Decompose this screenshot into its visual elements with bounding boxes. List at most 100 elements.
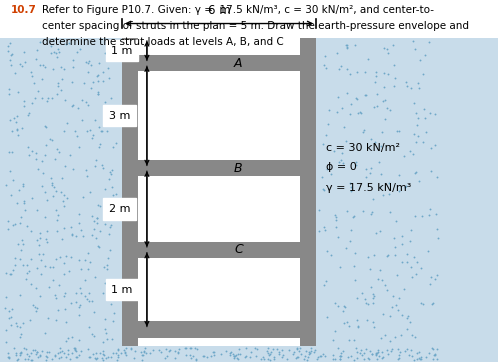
- Point: [357, 350, 365, 356]
- Point: [112, 106, 120, 111]
- Point: [342, 138, 350, 144]
- Point: [11, 255, 19, 261]
- Point: [358, 352, 366, 358]
- Point: [41, 190, 49, 195]
- Point: [112, 191, 120, 197]
- Point: [357, 347, 365, 353]
- Point: [418, 213, 426, 219]
- Point: [79, 194, 87, 200]
- Point: [121, 350, 129, 356]
- Point: [99, 352, 107, 357]
- Point: [347, 227, 355, 233]
- Point: [358, 290, 366, 295]
- Point: [36, 230, 44, 236]
- Point: [429, 356, 437, 362]
- Point: [107, 171, 115, 176]
- Point: [76, 46, 84, 52]
- Point: [115, 354, 123, 359]
- Point: [121, 347, 128, 353]
- Point: [5, 149, 13, 155]
- Point: [23, 262, 31, 268]
- Text: 1 m: 1 m: [112, 285, 132, 295]
- Point: [174, 349, 182, 355]
- Point: [431, 351, 439, 357]
- Bar: [138, 176, 300, 242]
- Point: [334, 235, 342, 240]
- Point: [369, 320, 377, 325]
- Point: [103, 277, 111, 283]
- Point: [394, 307, 402, 313]
- Point: [15, 187, 23, 193]
- Point: [140, 349, 148, 355]
- Point: [122, 352, 130, 358]
- Point: [13, 126, 21, 132]
- Point: [36, 235, 44, 241]
- Point: [42, 124, 50, 130]
- Point: [60, 66, 68, 71]
- Point: [65, 269, 73, 274]
- Point: [13, 127, 21, 132]
- Point: [19, 184, 27, 189]
- Point: [343, 42, 351, 48]
- Point: [7, 52, 15, 58]
- Point: [69, 57, 77, 63]
- Point: [403, 346, 411, 352]
- Point: [16, 352, 24, 358]
- Point: [5, 355, 13, 361]
- Point: [58, 175, 66, 181]
- Point: [398, 259, 406, 265]
- Point: [31, 304, 39, 310]
- Point: [264, 345, 272, 350]
- Point: [9, 222, 17, 228]
- Point: [101, 281, 109, 286]
- Point: [7, 51, 15, 57]
- Point: [32, 150, 40, 156]
- Point: [23, 223, 31, 229]
- Point: [303, 357, 311, 362]
- Point: [329, 356, 337, 362]
- Point: [420, 52, 428, 58]
- Point: [257, 356, 265, 362]
- Point: [43, 354, 51, 360]
- Point: [33, 47, 41, 53]
- Point: [360, 350, 368, 356]
- Point: [106, 176, 114, 182]
- Point: [42, 142, 50, 147]
- Point: [396, 349, 404, 354]
- Point: [340, 320, 348, 325]
- Point: [341, 304, 349, 310]
- Point: [127, 346, 135, 352]
- Point: [412, 140, 420, 146]
- Point: [337, 157, 345, 163]
- Point: [314, 354, 322, 360]
- Point: [347, 184, 355, 190]
- Point: [35, 63, 43, 68]
- Point: [329, 352, 337, 358]
- Point: [96, 203, 104, 209]
- Point: [60, 193, 68, 198]
- Point: [93, 215, 101, 221]
- Point: [409, 151, 417, 157]
- Point: [307, 346, 315, 352]
- Point: [293, 354, 301, 360]
- Point: [88, 331, 96, 336]
- Point: [343, 45, 351, 51]
- Point: [32, 56, 40, 62]
- Point: [55, 149, 63, 155]
- Point: [388, 294, 396, 299]
- Point: [99, 129, 107, 134]
- Point: [13, 113, 21, 119]
- Point: [367, 211, 375, 217]
- Point: [372, 231, 380, 236]
- Point: [93, 220, 101, 226]
- Point: [21, 356, 29, 362]
- Point: [362, 174, 370, 180]
- Point: [41, 64, 49, 70]
- Point: [99, 69, 107, 75]
- Point: [351, 337, 359, 343]
- Point: [110, 318, 118, 324]
- Point: [48, 137, 56, 143]
- Point: [362, 92, 370, 98]
- Point: [356, 110, 364, 115]
- Point: [42, 236, 50, 241]
